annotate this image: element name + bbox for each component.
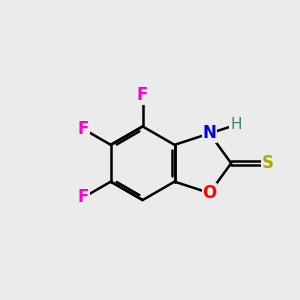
- Text: S: S: [262, 154, 274, 172]
- Text: F: F: [137, 86, 148, 104]
- Text: O: O: [202, 184, 217, 202]
- Text: F: F: [78, 188, 89, 206]
- Text: H: H: [230, 117, 242, 132]
- Text: F: F: [78, 120, 89, 138]
- Text: N: N: [202, 124, 217, 142]
